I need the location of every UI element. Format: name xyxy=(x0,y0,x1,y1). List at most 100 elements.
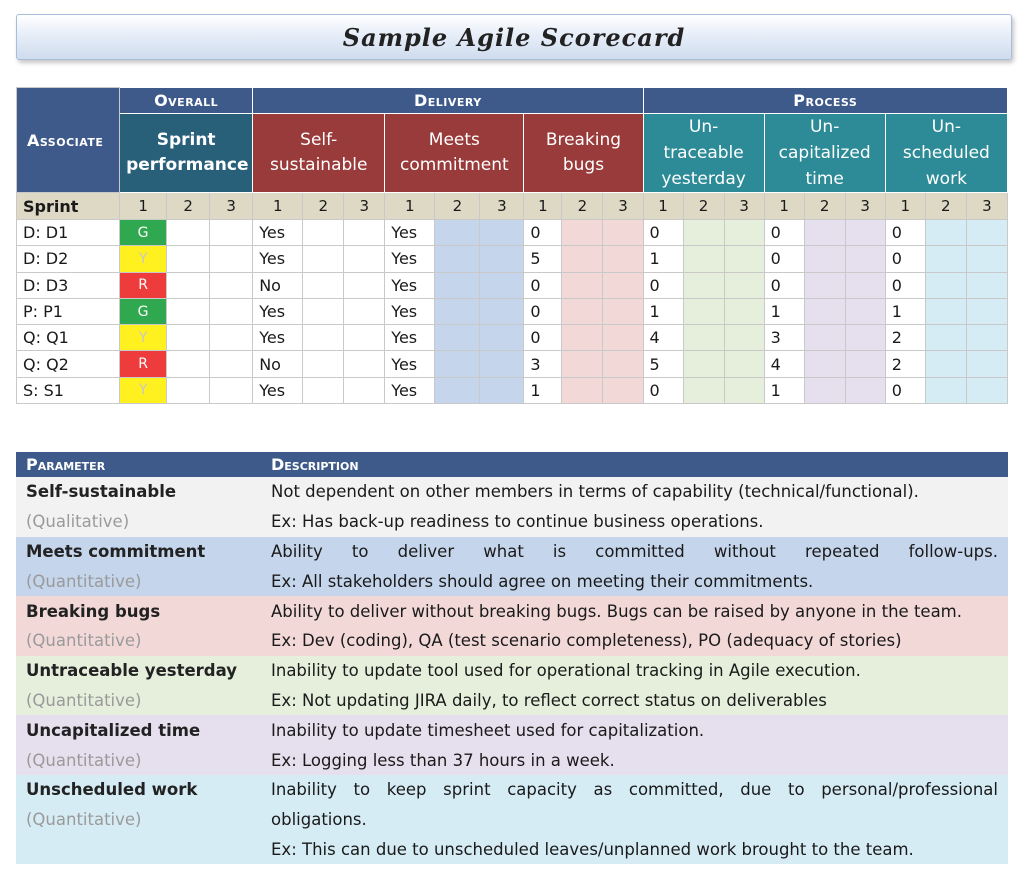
table-row: Q: Q1 Y Yes Yes 0 4 3 2 xyxy=(15,324,1009,352)
parameter-name: Uncapitalized time xyxy=(26,720,201,740)
empty-cell xyxy=(682,271,725,299)
meets-commitment-header: Meets commitment xyxy=(384,113,525,193)
table-row: D: D3 R No Yes 0 0 0 0 xyxy=(15,271,1009,299)
empty-cell xyxy=(561,245,604,273)
associate-cell: D: D3 xyxy=(15,271,121,299)
status-badge: Y xyxy=(119,324,168,352)
uncap-value: 3 xyxy=(763,324,805,352)
sprint-performance-header: Sprint performance xyxy=(119,113,254,193)
empty-cell xyxy=(302,376,345,405)
self-value: Yes xyxy=(252,297,304,326)
sprint-number: 1 xyxy=(884,192,926,220)
empty-cell xyxy=(924,271,967,299)
sprint-number: 1 xyxy=(763,192,805,220)
self-value: Yes xyxy=(252,376,304,405)
status-badge: R xyxy=(119,271,168,299)
empty-cell xyxy=(803,245,846,273)
empty-cell xyxy=(434,324,481,352)
empty-cell xyxy=(166,350,211,378)
empty-cell xyxy=(209,271,254,299)
empty-cell xyxy=(803,350,846,378)
empty-cell xyxy=(343,245,386,273)
empty-cell xyxy=(965,350,1009,378)
empty-cell xyxy=(723,218,765,247)
table-row: P: P1 G Yes Yes 0 1 1 1 xyxy=(15,297,1009,326)
empty-cell xyxy=(602,271,644,299)
empty-cell xyxy=(302,218,345,247)
empty-cell xyxy=(209,218,254,247)
empty-cell xyxy=(209,350,254,378)
parameter-row: (Quantitative) Ex: Not updating JIRA dail… xyxy=(16,685,1008,716)
empty-cell xyxy=(803,218,846,247)
empty-cell xyxy=(924,245,967,273)
parameter-row: (Quantitative) Ex: Dev (coding), QA (test… xyxy=(16,625,1008,656)
empty-cell xyxy=(434,376,481,405)
description-line: Ex: Dev (coding), QA (test scenario comp… xyxy=(271,631,902,651)
unsched-value: 2 xyxy=(884,324,926,352)
parameter-name: Breaking bugs xyxy=(26,601,161,621)
meets-value: Yes xyxy=(384,376,436,405)
description-line: Ex: Not updating JIRA daily, to reflect … xyxy=(271,690,827,710)
empty-cell xyxy=(209,245,254,273)
empty-cell xyxy=(302,245,345,273)
associate-header: Associate xyxy=(15,87,121,193)
empty-cell xyxy=(602,218,644,247)
empty-cell xyxy=(434,350,481,378)
parameter-row: Breaking bugs Ability to deliver without … xyxy=(16,596,1008,626)
sprint-number: 1 xyxy=(523,192,563,220)
parameter-kind: (Qualitative) xyxy=(26,512,130,532)
description-line: Ex: This can due to unscheduled leaves/u… xyxy=(271,839,914,859)
empty-cell xyxy=(302,297,345,326)
parameter-header: Parameter xyxy=(16,452,261,477)
sprint-number: 2 xyxy=(924,192,967,220)
empty-cell xyxy=(844,350,886,378)
description-line: Ex: Has back-up readiness to continue bu… xyxy=(271,512,764,532)
status-badge: Y xyxy=(119,245,168,273)
empty-cell xyxy=(924,297,967,326)
self-sustainable-header: Self-sustainable xyxy=(252,113,386,193)
parameter-row: (Qualitative) Ex: Has back-up readiness t… xyxy=(16,506,1008,537)
empty-cell xyxy=(682,350,725,378)
empty-cell xyxy=(434,245,481,273)
untrace-value: 1 xyxy=(642,297,684,326)
sprint-number: 2 xyxy=(803,192,846,220)
meets-value: Yes xyxy=(384,245,436,273)
empty-cell xyxy=(561,297,604,326)
sprint-number: 1 xyxy=(252,192,304,220)
bugs-value: 0 xyxy=(523,297,563,326)
empty-cell xyxy=(166,324,211,352)
empty-cell xyxy=(209,376,254,405)
delivery-group-header: Delivery xyxy=(252,87,644,114)
empty-cell xyxy=(965,376,1009,405)
parameter-kind: (Quantitative) xyxy=(26,750,142,770)
untrace-value: 5 xyxy=(642,350,684,378)
parameter-table: Parameter Description Self-sustainable No… xyxy=(16,452,1008,865)
empty-cell xyxy=(561,218,604,247)
unsched-value: 2 xyxy=(884,350,926,378)
empty-cell xyxy=(209,324,254,352)
meets-value: Yes xyxy=(384,218,436,247)
parameter-row: Unscheduled work Inability to keep sprint… xyxy=(16,774,1008,805)
empty-cell xyxy=(602,350,644,378)
empty-cell xyxy=(343,376,386,405)
untrace-value: 1 xyxy=(642,245,684,273)
uncap-value: 0 xyxy=(763,218,805,247)
uncap-value: 1 xyxy=(763,297,805,326)
status-badge: G xyxy=(119,297,168,326)
parameter-row: Meets commitment Ability to deliver what … xyxy=(16,536,1008,567)
empty-cell xyxy=(803,376,846,405)
sprint-number: 1 xyxy=(384,192,436,220)
description-line: Ability to deliver what is committed wit… xyxy=(271,541,998,561)
sprint-number: 3 xyxy=(602,192,644,220)
table-row: Q: Q2 R No Yes 3 5 4 2 xyxy=(15,350,1009,378)
empty-cell xyxy=(723,271,765,299)
untrace-value: 0 xyxy=(642,218,684,247)
parameter-row: (Quantitative) Ex: All stakeholders shoul… xyxy=(16,566,1008,597)
empty-cell xyxy=(16,835,261,865)
empty-cell xyxy=(343,271,386,299)
sprint-number: 3 xyxy=(844,192,886,220)
empty-cell xyxy=(803,271,846,299)
empty-cell xyxy=(166,297,211,326)
empty-cell xyxy=(479,297,525,326)
